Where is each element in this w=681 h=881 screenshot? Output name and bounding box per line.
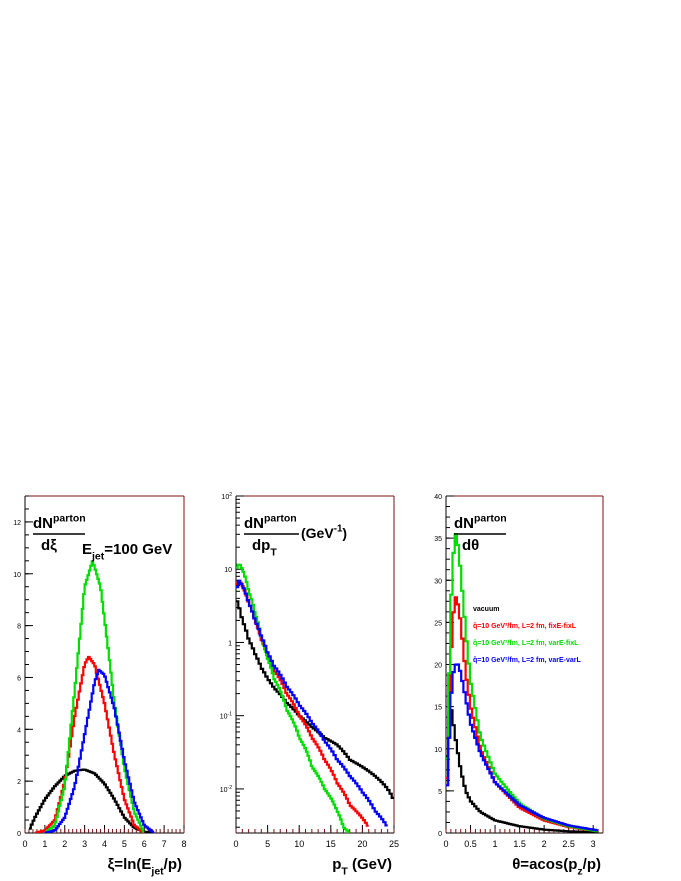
y-tick-label: 10 — [434, 747, 442, 754]
y-tick-label: 25 — [434, 620, 442, 627]
series-line-2 — [34, 655, 145, 833]
y-tick-label: 0 — [17, 831, 21, 838]
x-tick-label: 20 — [357, 839, 367, 849]
y-tick-label: 6 — [17, 675, 21, 682]
series-line-1 — [446, 709, 599, 833]
x-tick-label: 0.5 — [464, 839, 477, 849]
y-tick-label: 12 — [13, 520, 21, 527]
x-tick-label: 8 — [181, 839, 186, 849]
y-label-denominator: dθ — [462, 537, 479, 554]
y-tick-label: 5 — [438, 789, 442, 796]
legend-entry-1: vacuum — [473, 606, 499, 613]
x-tick-label: 1 — [42, 839, 47, 849]
x-tick-label: 3 — [591, 839, 596, 849]
legend: vacuum q̂=10 GeV²/fm, L=2 fm, fixE-fixL q̂… — [473, 606, 582, 664]
y-tick-label: 30 — [434, 578, 442, 585]
x-tick-label: 0 — [233, 839, 238, 849]
series-line-3 — [446, 533, 599, 833]
x-axis-label: θ=acos(pz/p) — [512, 856, 601, 877]
x-tick-label: 6 — [142, 839, 147, 849]
x-tick-label: 5 — [122, 839, 127, 849]
x-tick-label: 25 — [389, 839, 399, 849]
y-tick-label: 10-2 — [220, 785, 232, 794]
y-label-denominator: dξ — [41, 537, 57, 554]
series-line-1 — [236, 600, 394, 799]
x-tick-label: 7 — [162, 839, 167, 849]
y-tick-label: 1 — [228, 640, 232, 647]
y-label-numerator: dNparton — [33, 512, 86, 532]
legend-entry-4: q̂=10 GeV²/fm, L=2 fm, varE-varL — [473, 656, 582, 664]
legend-entry-3: q̂=10 GeV²/fm, L=2 fm, varE-fixL — [473, 639, 579, 647]
y-tick-label: 0 — [438, 831, 442, 838]
x-tick-label: 15 — [326, 839, 336, 849]
y-label-numerator: dNparton — [454, 512, 507, 532]
x-tick-label: 10 — [294, 839, 304, 849]
y-tick-label: 4 — [17, 727, 21, 734]
legend-entry-2: q̂=10 GeV²/fm, L=2 fm, fixE-fixL — [473, 622, 577, 630]
panel-2: 0 5 10 15 20 25 102 10 1 10-1 10-2 dNparton dpT (GeV-… — [220, 492, 399, 877]
x-tick-label: 5 — [265, 839, 270, 849]
y-tick-label: 15 — [434, 705, 442, 712]
series-line-3 — [44, 560, 145, 833]
y-label-numerator: dNparton — [244, 512, 297, 532]
series-line-3 — [236, 563, 350, 833]
y-label-unit: (GeV-1) — [301, 524, 347, 541]
y-tick-label: 102 — [221, 492, 232, 501]
x-tick-label: 0 — [443, 839, 448, 849]
energy-annotation: Ejet=100 GeV — [82, 541, 172, 562]
x-tick-label: 2 — [542, 839, 547, 849]
y-tick-label: 10-1 — [220, 712, 232, 721]
x-tick-label: 2 — [62, 839, 67, 849]
x-tick-label: 1 — [493, 839, 498, 849]
series-line-4 — [44, 668, 155, 833]
y-tick-label: 8 — [17, 624, 21, 631]
y-tick-label: 20 — [434, 663, 442, 670]
x-tick-label: 2.5 — [562, 839, 575, 849]
x-tick-label: 1.5 — [513, 839, 526, 849]
x-axis-label: ξ=ln(Ejet/p) — [108, 856, 182, 877]
y-tick-label: 35 — [434, 536, 442, 543]
panel-3: 0 0.5 1 1.5 2 2.5 30510152025303540dNpartondθθ… — [434, 494, 604, 877]
y-tick-label: 10 — [224, 567, 232, 574]
x-tick-label: 4 — [102, 839, 107, 849]
series-line-4 — [236, 579, 388, 827]
x-axis-label: pT (GeV) — [332, 856, 392, 877]
y-tick-label: 10 — [13, 572, 21, 579]
series-line-4 — [446, 663, 599, 832]
series-line-1 — [29, 768, 155, 833]
y-tick-label: 2 — [17, 779, 21, 786]
x-tick-label: 3 — [82, 839, 87, 849]
y-label-denominator: dpT — [252, 537, 277, 558]
x-tick-label: 0 — [22, 839, 27, 849]
y-tick-label: 40 — [434, 494, 442, 501]
